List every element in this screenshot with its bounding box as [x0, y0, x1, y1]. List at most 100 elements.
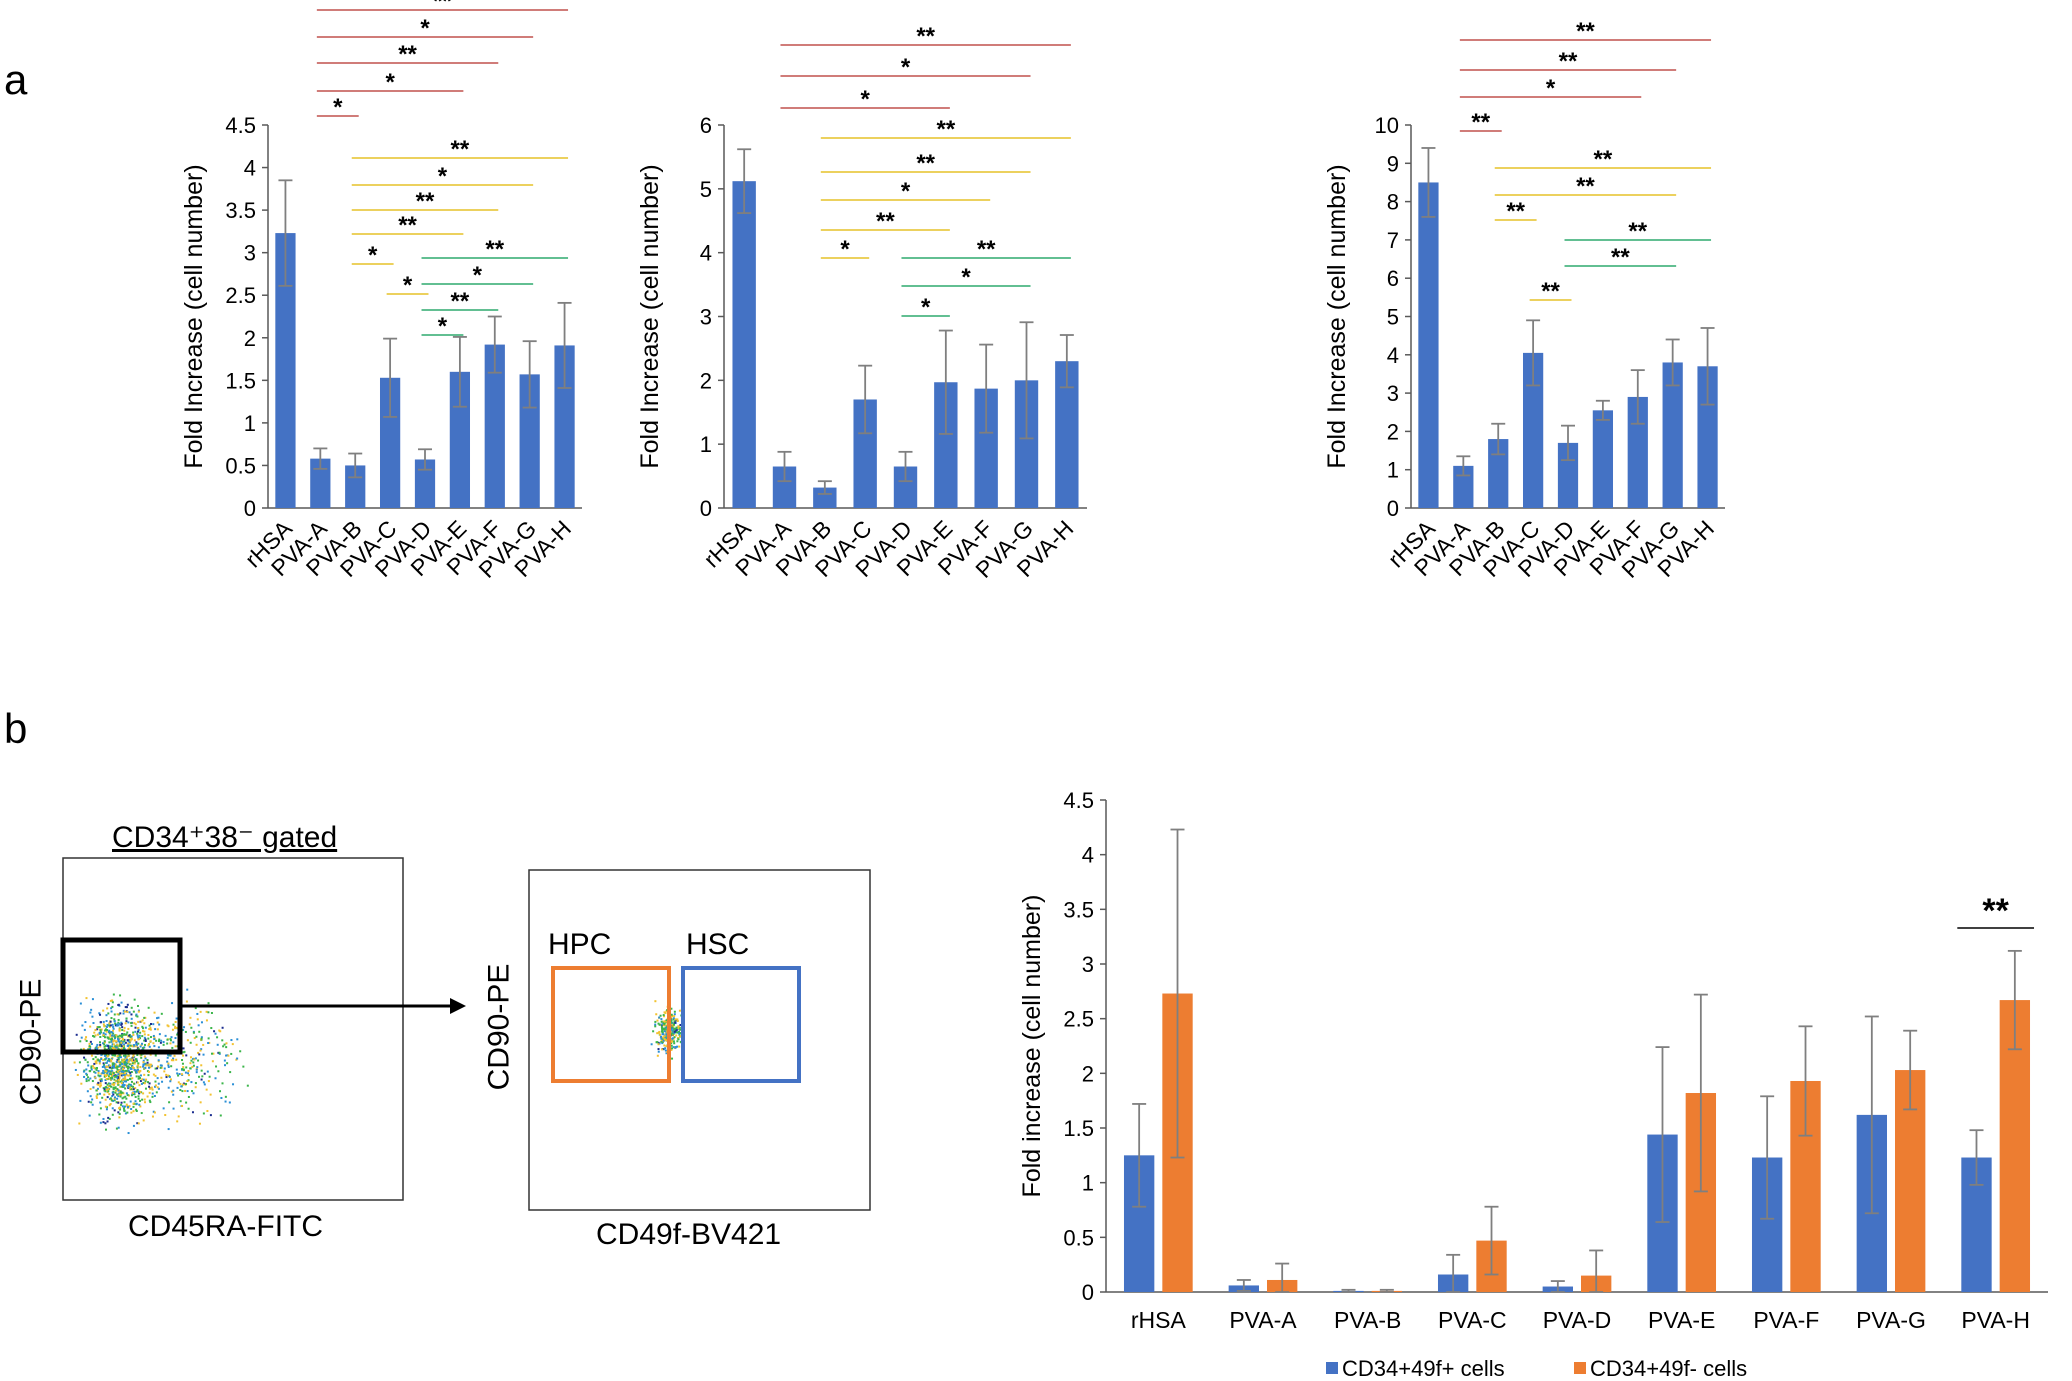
flow-dot	[90, 1008, 93, 1011]
flow-dot	[136, 1068, 139, 1071]
flow-dot	[670, 1040, 673, 1043]
flow-dot	[96, 1043, 99, 1046]
flow-dot	[160, 1066, 163, 1069]
bar	[414, 459, 436, 508]
flow-dot	[101, 1071, 104, 1074]
flow-dot	[124, 1095, 127, 1098]
flow-dot	[678, 1045, 681, 1048]
flow-dot	[128, 1041, 131, 1044]
flow-dot	[111, 1095, 114, 1098]
flow-dot	[148, 1091, 151, 1094]
flow-dot	[114, 1086, 117, 1089]
flow-dot	[678, 1026, 681, 1029]
flow-dot	[119, 1012, 122, 1015]
flow-dot	[113, 1039, 116, 1042]
flow-dot	[144, 1080, 147, 1083]
flow-dot	[177, 1074, 180, 1077]
flow-dot	[102, 1009, 105, 1012]
flow-dot	[169, 1080, 172, 1083]
flow-dot	[135, 1109, 138, 1112]
flow-dot	[122, 1072, 125, 1075]
flow-dot	[663, 1023, 666, 1026]
flow-dot	[125, 1092, 128, 1095]
flow-dot	[123, 1105, 126, 1108]
flow-dot	[89, 1070, 92, 1073]
x-tick-label: PVA-D	[1543, 1307, 1612, 1333]
flow-dot	[219, 1090, 222, 1093]
flow-dot	[123, 1010, 126, 1013]
flow-dot	[141, 1098, 144, 1101]
legend-label: CD34+49f- cells	[1590, 1356, 1747, 1381]
flow-dot	[220, 1096, 223, 1099]
flow-dot	[186, 1079, 189, 1082]
flow-dot	[115, 1034, 118, 1037]
flow-dot	[137, 1122, 140, 1125]
flow-dot	[197, 1059, 200, 1062]
flow-dot	[115, 1089, 118, 1092]
flow-dot	[96, 1093, 99, 1096]
flow-dot	[131, 1045, 134, 1048]
flow-dot	[143, 1046, 146, 1049]
flow-dot	[100, 1072, 103, 1075]
legend-swatch	[1574, 1362, 1586, 1374]
flow-dot	[118, 1054, 121, 1057]
flow-dot	[87, 1100, 90, 1103]
flow-dot	[111, 1056, 114, 1059]
flow-dot	[118, 1076, 121, 1079]
flow-dot	[672, 1028, 675, 1031]
flow-dot	[118, 1028, 121, 1031]
flow-dot	[137, 1027, 140, 1030]
flow-dot	[116, 1097, 119, 1100]
significance-label: *	[921, 294, 931, 321]
y-tick-label: 1	[700, 432, 712, 457]
flow-dot	[154, 1074, 157, 1077]
y-tick-label: 2	[244, 326, 256, 351]
flow-dot	[672, 1024, 675, 1027]
significance-label: *	[368, 242, 378, 269]
flow-dot	[125, 1080, 128, 1083]
flow-dot	[117, 1111, 120, 1114]
flow-dot	[125, 1064, 128, 1067]
flow-dot	[137, 1097, 140, 1100]
flow-dot	[110, 1045, 113, 1048]
flow-dot	[123, 1038, 126, 1041]
flow-dot	[98, 1026, 101, 1029]
flow-dot	[120, 1082, 123, 1085]
flow-dot	[665, 1019, 668, 1022]
flow-dot	[109, 1103, 112, 1106]
flow-dot	[99, 1085, 102, 1088]
flow-dot	[214, 1077, 217, 1080]
plot2-xlabel: CD49f-BV421	[596, 1218, 782, 1251]
flow-dot	[654, 1000, 657, 1003]
significance-label: *	[860, 86, 870, 113]
cd90-gate	[60, 937, 183, 1055]
flow-dot	[170, 1090, 173, 1093]
flow-dot	[660, 1037, 663, 1040]
flow-dot	[122, 1074, 125, 1077]
bar	[1418, 182, 1439, 508]
flow-dot	[187, 1072, 190, 1075]
flow-dot	[678, 1032, 681, 1035]
flow-dot	[665, 1033, 668, 1036]
flow-dot	[110, 1007, 113, 1010]
flow-dot	[127, 1074, 130, 1077]
flow-dot	[670, 1044, 673, 1047]
flow-dot	[100, 1057, 103, 1060]
flow-dot	[107, 1012, 110, 1015]
flow-dot	[140, 1056, 143, 1059]
flow-dot	[166, 1056, 169, 1059]
flow-dot	[116, 1043, 119, 1046]
flow-dot	[223, 1059, 226, 1062]
arrow-head-icon	[450, 998, 466, 1014]
flow-dot	[170, 1065, 173, 1068]
flow-dot	[99, 1107, 102, 1110]
y-tick-label: 1	[1387, 458, 1399, 483]
flow-dot	[185, 1000, 188, 1003]
flow-dot	[128, 1011, 131, 1014]
flow-dot	[128, 1105, 131, 1108]
flow-dot	[97, 1081, 100, 1084]
plot2-ylabel: CD90-PE	[482, 963, 516, 1091]
flow-dot	[113, 1082, 116, 1085]
flow-dot	[657, 1041, 660, 1044]
flow-dot	[176, 1120, 179, 1123]
